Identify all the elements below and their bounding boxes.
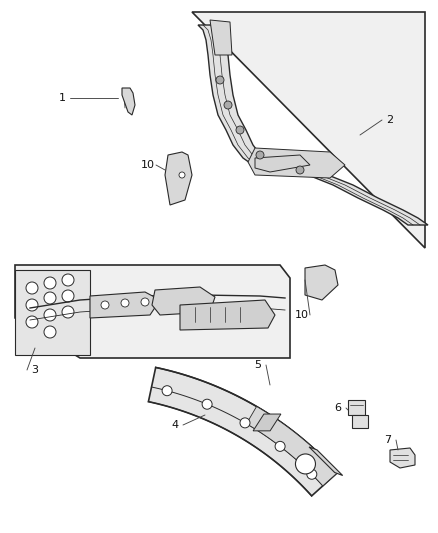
Circle shape [296, 166, 304, 174]
Polygon shape [152, 287, 215, 315]
Circle shape [307, 469, 317, 479]
Circle shape [240, 418, 250, 428]
Circle shape [202, 399, 212, 409]
Circle shape [62, 274, 74, 286]
Circle shape [179, 172, 185, 178]
Polygon shape [122, 88, 135, 115]
Circle shape [44, 326, 56, 338]
Circle shape [26, 316, 38, 328]
Polygon shape [90, 292, 160, 318]
Polygon shape [253, 414, 281, 431]
Polygon shape [198, 25, 428, 225]
Polygon shape [165, 152, 192, 205]
Polygon shape [348, 400, 365, 415]
Circle shape [224, 101, 232, 109]
Circle shape [44, 277, 56, 289]
Polygon shape [255, 155, 310, 172]
Circle shape [256, 151, 264, 159]
Circle shape [141, 298, 149, 306]
Circle shape [296, 454, 315, 474]
Polygon shape [210, 20, 232, 55]
Circle shape [162, 386, 172, 395]
Circle shape [44, 292, 56, 304]
Text: 3: 3 [32, 365, 39, 375]
Polygon shape [352, 415, 368, 428]
Polygon shape [192, 12, 425, 248]
Polygon shape [305, 265, 338, 300]
Circle shape [26, 299, 38, 311]
Polygon shape [247, 407, 338, 486]
Polygon shape [248, 148, 345, 178]
Polygon shape [390, 448, 415, 468]
Polygon shape [180, 300, 275, 330]
Text: 4: 4 [171, 420, 179, 430]
Circle shape [236, 126, 244, 134]
Circle shape [216, 76, 224, 84]
Circle shape [275, 441, 285, 451]
Text: 2: 2 [386, 115, 394, 125]
Polygon shape [148, 367, 338, 496]
Circle shape [101, 301, 109, 309]
Text: 10: 10 [141, 160, 155, 170]
Polygon shape [15, 265, 290, 358]
Text: 7: 7 [385, 435, 392, 445]
Text: 6: 6 [335, 403, 342, 413]
Polygon shape [15, 270, 90, 355]
Text: 10: 10 [295, 310, 309, 320]
Text: 5: 5 [254, 360, 261, 370]
Circle shape [62, 306, 74, 318]
Circle shape [62, 290, 74, 302]
Circle shape [26, 282, 38, 294]
Circle shape [44, 309, 56, 321]
Text: 1: 1 [59, 93, 66, 103]
Polygon shape [309, 447, 343, 475]
Circle shape [121, 299, 129, 307]
